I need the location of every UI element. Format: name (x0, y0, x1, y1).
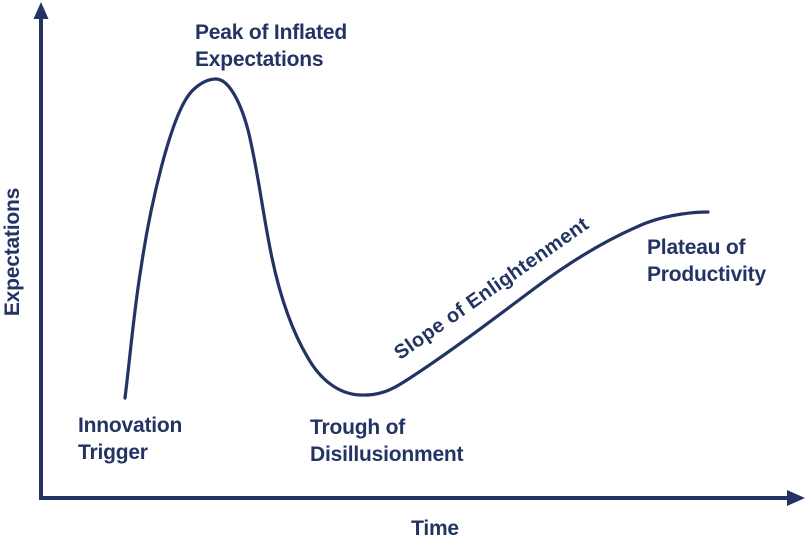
phase-label-trough-line1: Trough of (310, 416, 406, 439)
y-axis-label: Expectations (1, 187, 24, 317)
phase-label-trough: Trough of Disillusionment (310, 414, 464, 468)
y-axis-arrow-icon (33, 2, 49, 19)
phase-label-trough-line2: Disillusionment (310, 443, 464, 466)
x-axis-label: Time (411, 517, 459, 539)
phase-label-innovation-line1: Innovation (78, 414, 183, 437)
hype-curve (123, 77, 710, 400)
phase-label-peak-line2: Expectations (195, 48, 324, 71)
phase-label-peak-line1: Peak of Inflated (195, 21, 348, 44)
phase-label-plateau-line2: Productivity (647, 263, 766, 286)
phase-label-innovation-line2: Trigger (78, 441, 148, 464)
x-axis-arrow-icon (787, 490, 805, 506)
phase-label-plateau-line1: Plateau of (647, 236, 746, 259)
phase-label-plateau: Plateau of Productivity (647, 234, 766, 288)
phase-label-innovation-trigger: Innovation Trigger (78, 412, 182, 466)
phase-label-peak: Peak of Inflated Expectations (195, 19, 347, 73)
